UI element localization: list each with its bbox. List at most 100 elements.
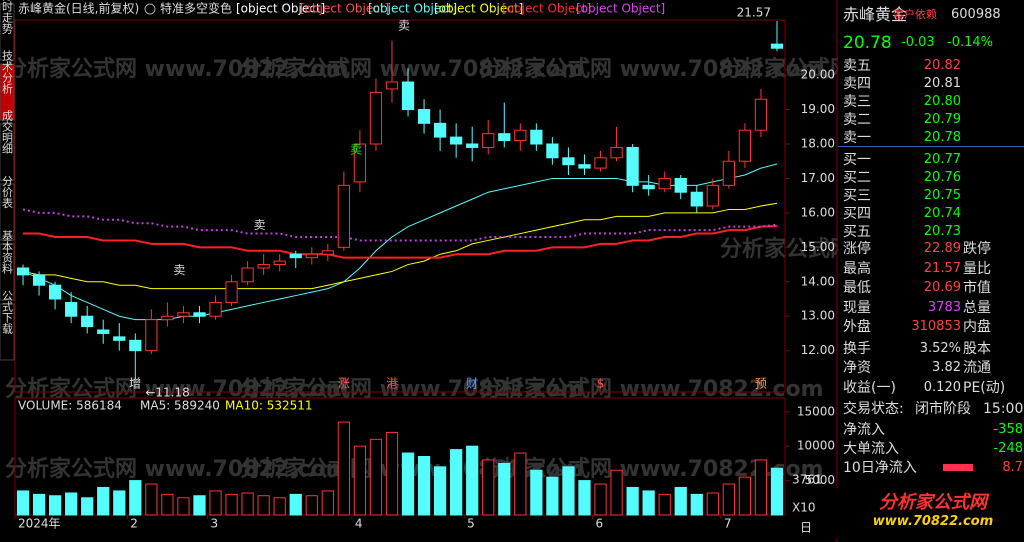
event-marker: 涨 [338,376,350,391]
panel-text: 20.73 [923,224,961,239]
volume-bar [466,445,479,516]
volume-bar [770,467,784,516]
y-tick-label: 16.00 [801,205,835,219]
candle-body [498,133,511,142]
annotation: ←11.18 [145,385,189,399]
tab-label[interactable]: 技术分析 [1,50,14,95]
cursor-label: 3761 [792,473,823,487]
volume-bar [562,466,575,516]
panel-text: 跌停 [963,241,991,257]
volume-header: VOLUME: 586184 [18,399,122,413]
volume-bar [65,492,78,516]
sidebar-tab: 成交明细 [0,110,15,181]
candle-body [193,312,206,317]
panel-row: 涨停 22.89 跌停 [843,240,1023,258]
panel-text: 卖五 [843,58,871,74]
panel-text: 客户依赖 [893,8,937,21]
volume-bar [498,462,511,516]
volume-bar [193,495,206,516]
volume-bar [385,431,399,516]
tab-label[interactable]: 成交明细 [1,110,14,154]
volume-bar [722,483,735,516]
panel-text: 21.57 [923,260,961,276]
candle-body [770,43,784,49]
volume-bar [401,452,415,516]
volume-bar [81,497,94,516]
legend-item: [object Object] [368,2,457,16]
panel-row: 收益(一) 0.120 PE(动) [843,379,1023,397]
quote-panel: 赤峰黄金 客户依赖 600988 20.78 -0.03 -0.14% 卖五 20.82 卖四 2… [828,0,1024,542]
volume-bar [48,495,62,516]
tab-label[interactable]: 分时走势 [1,0,14,34]
volume-bar [209,490,222,516]
panel-text: 8.7 [1002,460,1023,475]
volume-bar [145,483,158,516]
panel-text: 买二 [843,170,871,186]
candle-body [145,319,158,352]
candle-body [225,281,238,303]
volume-bar [674,486,687,516]
panel-text: 20.81 [923,76,961,91]
panel-row: 买二 20.76 [843,169,1023,187]
tab-bg [0,123,15,181]
panel-text: 净资 [843,360,871,376]
candle-body [594,157,607,169]
candle-body [626,146,639,186]
tab-label[interactable]: 基本资料 [1,230,14,275]
sidebar-tab: 分价表 [0,175,15,241]
panel-row: 卖五 20.82 [843,57,1023,75]
volume-bar [738,476,752,516]
tab-bg [0,3,15,61]
y-tick-label: 15000 [797,404,835,418]
candle-body [289,253,302,259]
volume-bar [433,466,447,516]
volume-bar [578,480,591,516]
volume-bar [32,493,46,516]
period-label: 日 [800,521,812,535]
panel-text: 交易状态: [843,401,904,417]
event-marker: 财 [466,377,478,391]
panel-row: 最高 21.57 量比 [843,260,1023,278]
x-tick-label: 7 [724,517,732,531]
tab-bg [0,303,15,361]
volume-bar [305,495,318,516]
x-tick-label: 2 [130,517,138,531]
volume-bar [658,493,671,516]
volume-bar [450,449,463,516]
candle-body [177,312,190,317]
y-tick-label: 13.00 [801,309,835,323]
tab-label[interactable]: 分价表 [1,175,14,209]
volume-bar [161,493,174,516]
annotation: 卖 [173,263,185,277]
panel-text: 20.78 [843,33,892,53]
volume-bar [514,452,527,516]
volume-bar [594,483,607,516]
candle-body [722,160,735,186]
ma-line [23,224,778,259]
candle-body [417,109,431,124]
volume-header: MA5: 589240 [140,399,220,413]
panel-text: 20.76 [923,170,961,185]
candle-body [482,133,495,148]
candle-body [81,315,94,328]
panel-text: 买三 [843,188,871,204]
candle-body [353,143,367,183]
volume-bar [289,493,302,516]
logo-text: 分析家公式网 [879,492,987,513]
panel-text: 涨停 [843,241,871,257]
candle-body [32,274,46,286]
flow-bar [943,464,973,471]
panel-text: 600988 [951,7,1001,22]
volume-bar [321,490,334,516]
price-frame [14,19,786,393]
volume-bar [690,493,703,516]
panel-text: 卖四 [843,76,871,92]
tab-label[interactable]: 公式下载 [1,290,14,334]
ma-line [22,202,778,290]
panel-row: 换手 3.52% 股本 [843,340,1023,358]
panel-text: 20.82 [923,58,961,73]
panel-text: 10日净流入 [843,460,917,476]
panel-text: 0.120 [923,379,961,395]
